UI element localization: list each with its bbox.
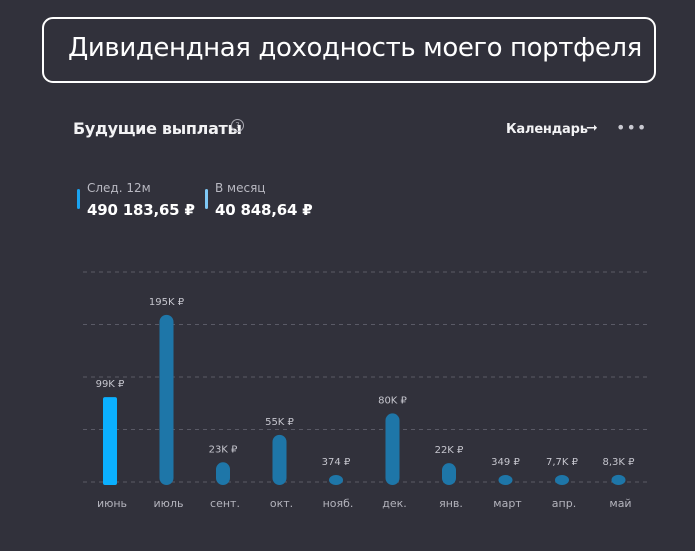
question-circle-icon[interactable]: ?	[231, 119, 244, 132]
month-label: май	[609, 497, 631, 510]
stat-label: След. 12м	[87, 181, 151, 195]
stat-value: 490 183,65 ₽	[87, 201, 195, 219]
month-label: янв.	[439, 497, 463, 510]
month-label: сент.	[210, 497, 240, 510]
bar-value-label: 23K ₽	[209, 444, 238, 455]
month-label: июнь	[97, 497, 127, 510]
bar-value-label: 7,7K ₽	[546, 457, 579, 468]
month-label: дек.	[382, 497, 407, 510]
bar-value-label: 8,3K ₽	[602, 457, 635, 468]
bar-2[interactable]	[216, 462, 230, 485]
month-label: июль	[154, 497, 184, 510]
bar-value-label: 374 ₽	[322, 457, 351, 468]
month-label: март	[493, 497, 522, 510]
bar-value-label: 22K ₽	[435, 445, 464, 456]
more-dots-icon[interactable]: •••	[616, 118, 648, 137]
bar-1[interactable]	[159, 314, 174, 485]
banner-title: Дивидендная доходность моего портфеля	[68, 33, 642, 63]
bar-8[interactable]	[555, 475, 569, 485]
bar-7[interactable]	[498, 475, 513, 485]
bar-value-label: 99K ₽	[96, 379, 125, 390]
month-label: нояб.	[323, 497, 354, 510]
bar-value-label: 195K ₽	[149, 297, 185, 308]
bar-value-label: 80K ₽	[378, 395, 407, 406]
widget-title: Будущие выплаты	[73, 119, 242, 138]
bar-9[interactable]	[611, 474, 626, 485]
stat-label: В месяц	[215, 181, 266, 195]
arrow-right-icon[interactable]: ➞	[586, 120, 598, 136]
stat-indicator	[205, 189, 208, 209]
bar-4[interactable]	[329, 475, 343, 485]
stat-indicator	[77, 189, 80, 209]
month-label: апр.	[552, 497, 576, 510]
stat-value: 40 848,64 ₽	[215, 201, 313, 219]
bar-value-label: 55K ₽	[265, 417, 294, 428]
bar-6[interactable]	[442, 463, 456, 485]
month-label: окт.	[270, 497, 293, 510]
bar-0[interactable]	[103, 397, 117, 485]
title-banner: Дивидендная доходность моего портфеля	[42, 17, 656, 83]
calendar-link[interactable]: Календарь	[506, 122, 588, 137]
bar-3[interactable]	[272, 434, 287, 485]
bar-5[interactable]	[385, 413, 400, 485]
bar-value-label: 349 ₽	[491, 457, 520, 468]
